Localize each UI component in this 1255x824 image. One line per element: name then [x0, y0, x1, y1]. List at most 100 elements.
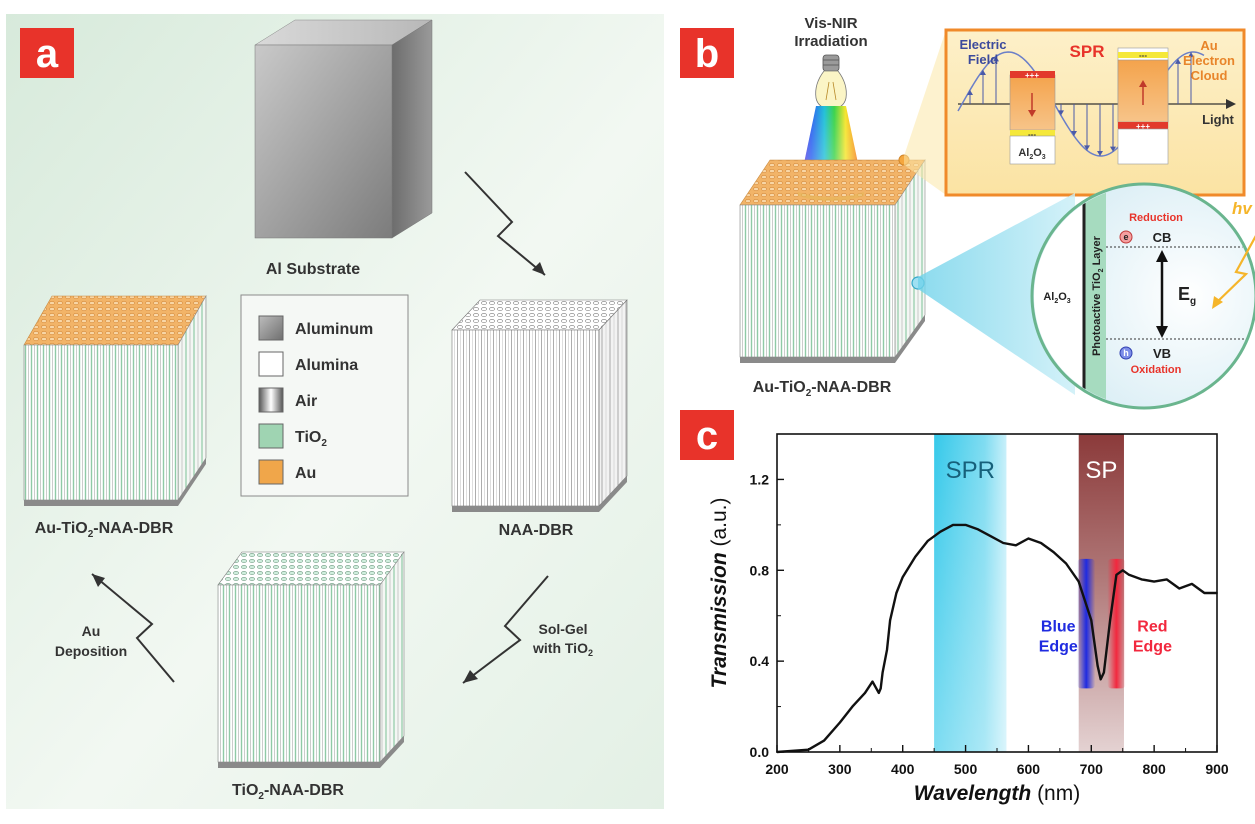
badge-c	[680, 410, 734, 460]
panel-b: b Vis-NIR Irradiation Au-TiO2-NAA-DBR	[680, 15, 1255, 410]
x-tick-label: 300	[828, 761, 852, 777]
solgel-arrow	[462, 575, 549, 684]
hole-label: h	[1123, 348, 1129, 358]
y-tick-label: 1.2	[750, 471, 770, 487]
charge-minus-right: ---	[1139, 51, 1147, 60]
au-deposition-label-line1: Au	[82, 623, 101, 639]
naa-dbr-label: NAA-DBR	[499, 522, 574, 539]
naa-dbr-block	[451, 299, 628, 512]
au-tio2-naa-dbr-block	[23, 294, 207, 506]
oxidation-label: Oxidation	[1131, 364, 1182, 376]
data-point	[977, 528, 980, 531]
data-point	[877, 692, 880, 694]
electron-icon	[1119, 230, 1133, 244]
electric-field-label-line2: Field	[968, 52, 998, 67]
band-label-spr: SPR	[946, 457, 995, 484]
data-point	[1153, 580, 1156, 583]
al2o3-band-label: Al2O3	[1043, 291, 1070, 305]
tio2-naa-dbr-label: TiO2-NAA-DBR	[232, 782, 344, 802]
y-tick-label: 0.0	[750, 744, 770, 760]
data-point	[1203, 592, 1206, 594]
transmission-chart: SPR SP Blue Edge Red Edge 200 300 400 500 600 700 80…	[708, 433, 1229, 805]
x-tick-label: 700	[1080, 761, 1104, 777]
data-point	[1090, 619, 1093, 622]
x-tick-label: 600	[1017, 761, 1041, 777]
badge-a	[20, 28, 74, 78]
cloud-label-line2: Electron	[1183, 53, 1235, 68]
badge-b	[680, 28, 734, 78]
data-point	[895, 592, 898, 594]
data-point	[1165, 578, 1168, 581]
al-substrate-label: Al Substrate	[266, 261, 360, 278]
data-point	[952, 523, 954, 526]
tio2-naa-dbr-block	[217, 551, 405, 768]
vb-label: VB	[1153, 346, 1171, 361]
light-label: Light	[1202, 112, 1234, 127]
hv-label: hv	[1232, 199, 1253, 218]
data-point	[1102, 671, 1105, 674]
hole-icon	[1119, 346, 1133, 360]
light-bulb-icon	[815, 54, 847, 111]
legend-swatch-alumina	[258, 351, 284, 377]
cloud-label-line3: Cloud	[1191, 68, 1228, 83]
badge-c-label: c	[696, 414, 718, 458]
badge-a-label: a	[36, 32, 59, 76]
eg-label: Eg	[1178, 284, 1196, 307]
panel-c: c SPR SP Blue Edge Red Edge 200 300 400 500 600 700…	[680, 410, 1229, 805]
solgel-label-line1: Sol-Gel	[538, 621, 587, 637]
au-deposition-label-line2: Deposition	[55, 643, 127, 659]
solgel-label-line2: with TiO2	[532, 640, 593, 658]
legend-label-alumina: Alumina	[295, 357, 358, 374]
data-point	[879, 687, 882, 690]
data-point	[881, 671, 884, 674]
edge-marker-red	[1107, 558, 1126, 689]
data-point	[871, 680, 874, 683]
au-tio2-naa-dbr-label: Au-TiO2-NAA-DBR	[35, 520, 174, 540]
data-point	[1096, 664, 1099, 667]
legend-label-air: Air	[295, 393, 317, 410]
data-point	[886, 648, 888, 651]
data-point	[851, 705, 854, 708]
spr-inset: +++ --- Al2O3 --- +++ Electric Field SPR…	[944, 28, 1246, 197]
data-point	[901, 576, 904, 578]
x-tick-label: 400	[891, 761, 915, 777]
sample-label: Au-TiO2-NAA-DBR	[753, 379, 892, 399]
legend-swatch-aluminum	[258, 315, 284, 341]
band-diagram-inset: Al2O3 Photoactive TiO2 Layer Reduction e…	[1030, 182, 1255, 410]
data-point	[1178, 587, 1181, 590]
charge-plus-right: +++	[1136, 122, 1150, 131]
charge-plus-left: +++	[1025, 71, 1039, 80]
data-point	[926, 539, 929, 542]
legend-swatch-au	[258, 459, 284, 485]
data-point	[989, 535, 992, 538]
data-point	[864, 692, 866, 694]
x-axis-label: Wavelength (nm)	[914, 782, 1080, 805]
x-tick-label: 200	[765, 761, 789, 777]
cb-label: CB	[1153, 230, 1172, 245]
x-tick-label: 500	[954, 761, 978, 777]
data-point	[939, 530, 942, 533]
charge-minus-left: ---	[1028, 130, 1036, 139]
data-point	[1014, 544, 1017, 547]
data-point	[1040, 542, 1042, 544]
sample-block	[739, 159, 926, 363]
legend-label-au: Au	[295, 465, 316, 482]
data-point	[1052, 551, 1055, 554]
reduction-label: Reduction	[1129, 212, 1183, 224]
lamp-label-line2: Irradiation	[794, 33, 867, 50]
y-axis-label: Transmission (a.u.)	[708, 497, 731, 688]
legend-label-tio2: TiO2	[295, 429, 327, 449]
y-tick-label: 0.4	[750, 653, 770, 669]
band-label-sp: SP	[1085, 457, 1117, 484]
data-point	[1027, 537, 1030, 540]
anodization-arrow	[464, 171, 546, 276]
panel-a: a Al Substrate AluminumAluminaAirTiO2Au …	[6, 14, 664, 809]
data-point	[823, 739, 826, 742]
data-point	[1115, 573, 1118, 576]
data-point	[1077, 580, 1080, 583]
material-legend: Aluminum Alumina Air TiO2 Au	[240, 294, 409, 497]
data-point	[889, 619, 892, 622]
data-point	[1190, 583, 1193, 585]
badge-b-label: b	[695, 32, 719, 76]
